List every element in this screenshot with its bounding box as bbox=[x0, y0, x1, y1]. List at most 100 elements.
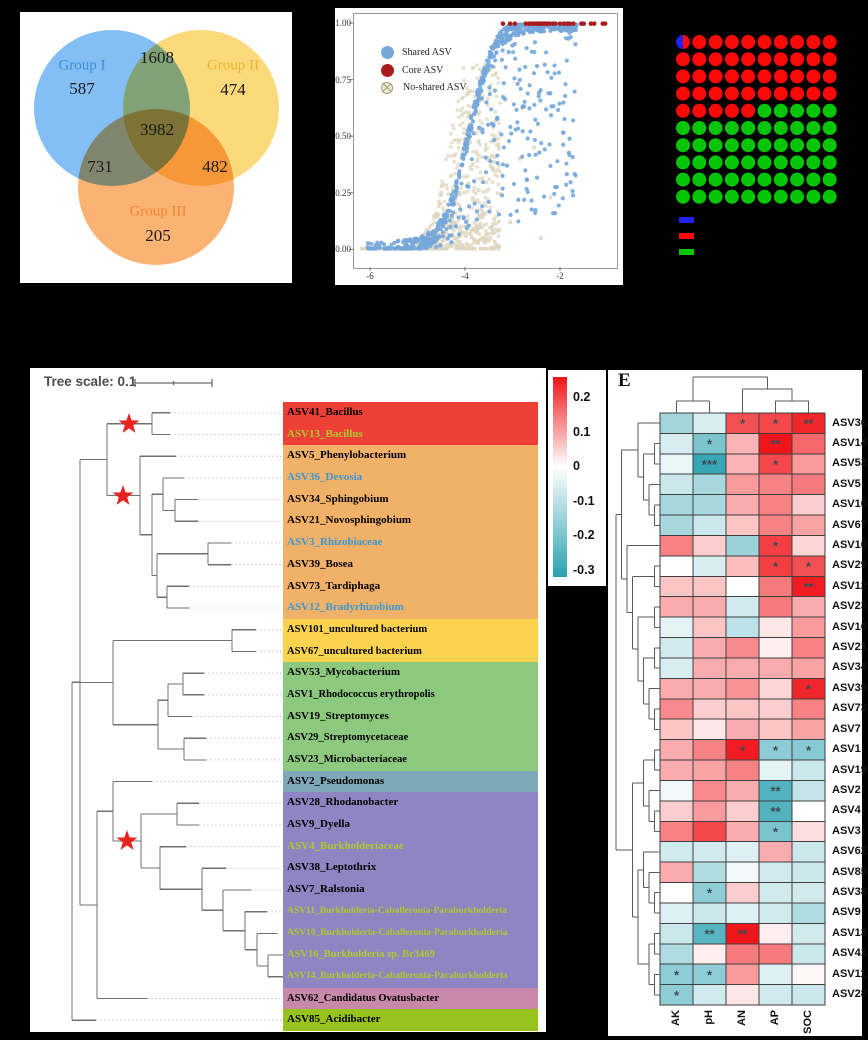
waffle-dot bbox=[773, 138, 788, 153]
heatmap-cell bbox=[725, 984, 760, 1006]
waffle-dot bbox=[806, 35, 821, 49]
waffle-dot bbox=[724, 86, 739, 101]
heatmap-cell bbox=[692, 412, 727, 434]
heatmap-cell bbox=[758, 596, 793, 618]
significance-asterisk: * bbox=[707, 437, 713, 452]
tree-branches bbox=[71, 412, 286, 1021]
waffle-dot bbox=[757, 35, 772, 49]
heatmap-significance-marks: * * *** ***** *** ***** * ********* *** ** bbox=[674, 416, 815, 1003]
heatmap-row-label: ASV101 bbox=[832, 498, 868, 511]
significance-asterisk: ** bbox=[770, 437, 781, 452]
heatmap-row-label: ASV13 bbox=[832, 926, 867, 939]
significance-asterisk: * bbox=[740, 743, 746, 758]
waffle-dot-half-blue bbox=[676, 35, 683, 49]
waffle-legend-swatch-red bbox=[679, 233, 694, 239]
waffle-dot bbox=[724, 52, 739, 67]
heatmap-cell bbox=[659, 575, 694, 598]
heatmap-cell bbox=[692, 616, 727, 639]
tree-leaf-label: ASV7_Ralstonia bbox=[283, 879, 538, 901]
waffle-dot bbox=[790, 155, 805, 170]
venn-circle-group3 bbox=[78, 109, 234, 265]
significance-asterisk: ** bbox=[737, 927, 748, 942]
heatmap-row-label: ASV12 bbox=[832, 579, 867, 592]
waffle-dot bbox=[757, 121, 772, 135]
venn-count-group1: 587 bbox=[69, 79, 95, 98]
waffle-dot bbox=[790, 121, 805, 135]
heatmap-row-label: ASV67 bbox=[832, 518, 867, 531]
waffle-dot bbox=[708, 155, 723, 170]
heatmap-cell bbox=[791, 514, 826, 536]
heatmap-row-label: ASV10 bbox=[832, 538, 867, 551]
legend-item-core: Core ASV bbox=[381, 62, 467, 80]
heatmap-cell bbox=[659, 534, 694, 557]
heatmap-cell bbox=[692, 514, 727, 536]
heatmap-cell bbox=[725, 453, 760, 475]
tree-leaf-label: ASV21_Novosphingobium bbox=[283, 510, 538, 533]
scatter-axis-ticks bbox=[349, 22, 561, 271]
heatmap-cell bbox=[692, 596, 727, 618]
heatmap-cell bbox=[725, 555, 760, 577]
heatmap-cell bbox=[791, 453, 826, 475]
tree-leaf-label: ASV101_uncultured bacterium bbox=[283, 618, 538, 641]
core-asv-marker-icon bbox=[381, 63, 394, 77]
heatmap-cell bbox=[659, 820, 694, 843]
heatmap-cell bbox=[659, 882, 694, 904]
waffle-dot bbox=[773, 172, 788, 187]
waffle-dot bbox=[790, 138, 805, 153]
heatmap-row-label: ASV21 bbox=[832, 641, 867, 654]
tree-leaf-label: ASV11_Burkholderia-Caballeronia-Paraburk… bbox=[283, 900, 538, 923]
colorbar-tick-label: -0.3 bbox=[573, 562, 595, 577]
waffle-dot bbox=[708, 52, 723, 67]
waffle-dot bbox=[741, 172, 756, 187]
heatmap-cell bbox=[659, 473, 694, 496]
core-asv-points bbox=[500, 21, 608, 26]
heatmap-cell bbox=[692, 718, 727, 741]
tree-leaf-label: ASV12_Bradyrhizobium bbox=[283, 597, 538, 619]
waffle-dot bbox=[773, 86, 788, 101]
heatmap-cell bbox=[758, 473, 793, 496]
heatmap-cell bbox=[692, 902, 727, 924]
significance-asterisk: * bbox=[707, 967, 713, 982]
heatmap-cell bbox=[659, 453, 694, 475]
tree-leaf-label: ASV10_Burkholderia-Caballeronia-Paraburk… bbox=[283, 922, 538, 945]
venn-count-group2: 474 bbox=[220, 80, 246, 99]
waffle-dot bbox=[741, 189, 756, 204]
x-axis-tick-label: -6 bbox=[366, 271, 374, 281]
legend-item-shared: Shared ASV bbox=[381, 44, 467, 62]
waffle-dot bbox=[773, 52, 788, 67]
heatmap-cell bbox=[659, 943, 694, 965]
heatmap-cell bbox=[692, 657, 727, 679]
significance-asterisk: ** bbox=[704, 927, 715, 942]
heatmap-cell bbox=[725, 779, 760, 802]
heatmap-cell bbox=[659, 677, 694, 700]
waffle-dot bbox=[708, 138, 723, 153]
waffle-dot bbox=[790, 35, 805, 49]
tree-canvas bbox=[71, 379, 286, 1021]
waffle-dot bbox=[676, 52, 690, 67]
scatter-plot-area bbox=[353, 13, 618, 269]
heatmap-cell bbox=[725, 657, 760, 679]
waffle-dot bbox=[708, 189, 723, 204]
y-axis-tick-label: 0.00 bbox=[335, 244, 351, 255]
heatmap-cell bbox=[659, 902, 694, 924]
waffle-dot bbox=[708, 172, 723, 187]
heatmap-cell bbox=[758, 943, 793, 965]
tree-leaf-label: ASV62_Candidatus Ovatusbacter bbox=[283, 987, 538, 1010]
waffle-dot bbox=[708, 103, 723, 118]
tree-leaf-label: ASV3_Rhizobiaceae bbox=[283, 532, 538, 554]
heatmap-row-label: ASV9 bbox=[832, 906, 861, 919]
heatmap-cell bbox=[692, 800, 727, 822]
heatmap-cell bbox=[725, 514, 760, 536]
heatmap-cell bbox=[791, 984, 826, 1006]
y-axis-tick-label: 1.00 bbox=[335, 18, 351, 28]
tree-leaf-label: ASV14_Burkholderia-Caballeronia-Paraburk… bbox=[283, 965, 538, 988]
heatmap-cell bbox=[725, 943, 760, 965]
tree-leaf-label: ASV2_Pseudomonas bbox=[283, 770, 538, 793]
tree-leaf-label: ASV73_Tardiphaga bbox=[283, 575, 538, 598]
waffle-dot bbox=[692, 155, 707, 170]
tree-leaf-label: ASV13_Bacillus bbox=[283, 423, 538, 446]
tree-leaf-label: ASV38_Leptothrix bbox=[283, 857, 538, 880]
waffle-dot bbox=[790, 103, 805, 118]
heatmap-cell bbox=[692, 637, 727, 659]
heatmap-cell bbox=[791, 820, 826, 843]
